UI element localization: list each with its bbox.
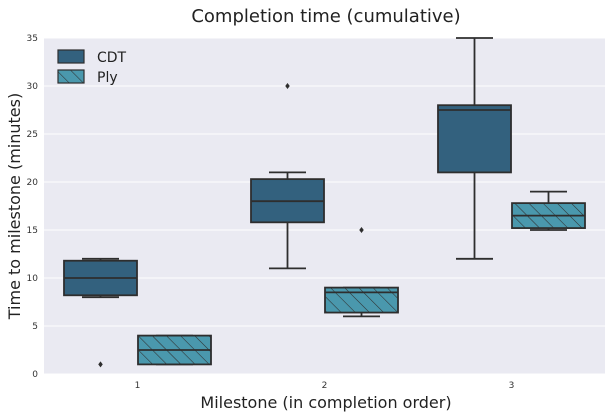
x-tick-label-3: 3 — [509, 381, 515, 391]
outlier-cdt-1-0 — [98, 361, 103, 368]
y-tick-label-5: 5 — [32, 322, 38, 332]
legend-item-cdt: CDT — [57, 49, 127, 66]
box-ply-3 — [511, 190, 586, 231]
x-tick-label-2: 2 — [322, 381, 328, 391]
y-tick-label-30: 30 — [27, 82, 39, 92]
box-cdt-3 — [437, 37, 512, 260]
box-cdt-2 — [250, 83, 325, 270]
y-tick-labels: 0 5 10 15 20 25 30 35 — [27, 34, 39, 380]
outlier-cdt-2-0 — [285, 83, 290, 89]
series-ply — [137, 190, 586, 366]
x-tick-labels: 1 2 3 — [135, 381, 515, 391]
legend: CDT Ply — [57, 49, 127, 86]
chart-title: Completion time (cumulative) — [191, 6, 460, 27]
y-tick-label-20: 20 — [27, 178, 39, 188]
y-axis-title: Time to milestone (minutes) — [5, 93, 24, 320]
box-cdt-1 — [63, 257, 138, 368]
y-tick-label-25: 25 — [27, 130, 38, 140]
box-ply-1 — [137, 334, 212, 366]
iqr-box-cdt-3 — [437, 104, 512, 174]
y-tick-label-15: 15 — [27, 226, 38, 236]
y-tick-label-10: 10 — [27, 274, 39, 284]
box-series — [63, 37, 586, 368]
legend-item-ply: Ply — [57, 69, 118, 86]
x-axis-title: Milestone (in completion order) — [200, 393, 451, 412]
hatch-fill-ply-2 — [325, 287, 398, 313]
legend-swatch-cdt — [57, 49, 85, 64]
legend-hatch-ply — [58, 70, 84, 83]
outlier-ply-2-0 — [359, 227, 364, 233]
series-cdt — [63, 37, 512, 368]
y-tick-label-35: 35 — [27, 34, 38, 44]
legend-label-cdt: CDT — [97, 50, 127, 66]
box-ply-2 — [324, 227, 399, 318]
legend-label-ply: Ply — [97, 70, 118, 86]
y-tick-label-0: 0 — [32, 370, 38, 380]
x-tick-label-1: 1 — [135, 381, 141, 391]
